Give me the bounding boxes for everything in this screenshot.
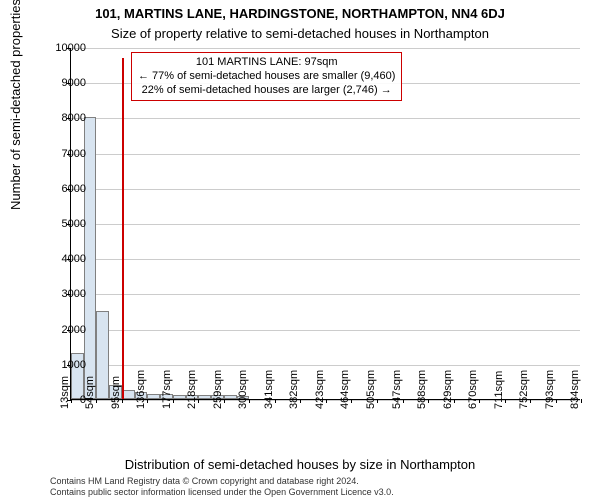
histogram-bar: [147, 394, 160, 399]
xtick-label: 300sqm: [237, 370, 249, 409]
histogram-bar: [224, 395, 237, 399]
gridline: [71, 259, 580, 260]
xtick-label: 177sqm: [161, 370, 173, 409]
ytick-label: 4000: [62, 253, 86, 265]
histogram-bar: [198, 395, 211, 399]
xtick-label: 834sqm: [569, 370, 581, 409]
histogram-bar: [96, 311, 109, 399]
ytick-label: 6000: [62, 183, 86, 195]
xtick-label: 711sqm: [493, 371, 505, 409]
xtick-label: 218sqm: [186, 370, 198, 409]
xtick-mark: [122, 399, 123, 403]
x-axis-label: Distribution of semi-detached houses by …: [0, 457, 600, 472]
gridline: [71, 189, 580, 190]
callout-line: 101 MARTINS LANE: 97sqm: [138, 56, 395, 70]
ytick-label: 7000: [62, 148, 86, 160]
callout-box: 101 MARTINS LANE: 97sqm← 77% of semi-det…: [131, 52, 402, 101]
gridline: [71, 330, 580, 331]
page-title: 101, MARTINS LANE, HARDINGSTONE, NORTHAM…: [0, 6, 600, 21]
xtick-label: 547sqm: [391, 370, 403, 409]
ytick-label: 0: [80, 394, 86, 406]
page-subtitle: Size of property relative to semi-detach…: [0, 26, 600, 41]
footer-line1: Contains HM Land Registry data © Crown c…: [50, 476, 359, 486]
xtick-mark: [71, 399, 72, 403]
xtick-label: 382sqm: [288, 370, 300, 409]
xtick-mark: [96, 399, 97, 403]
xtick-mark: [351, 399, 352, 403]
xtick-label: 629sqm: [442, 370, 454, 409]
xtick-label: 136sqm: [135, 370, 147, 409]
xtick-label: 752sqm: [518, 370, 530, 409]
gridline: [71, 118, 580, 119]
xtick-mark: [479, 399, 480, 403]
xtick-label: 95sqm: [110, 376, 122, 409]
ytick-label: 8000: [62, 112, 86, 124]
xtick-label: 793sqm: [544, 370, 556, 409]
xtick-label: 464sqm: [339, 370, 351, 409]
ytick-label: 5000: [62, 218, 86, 230]
xtick-mark: [147, 399, 148, 403]
xtick-mark: [198, 399, 199, 403]
xtick-mark: [300, 399, 301, 403]
footer-line2: Contains public sector information licen…: [50, 487, 394, 497]
gridline: [71, 48, 580, 49]
ytick-label: 3000: [62, 288, 86, 300]
plot-area: 13sqm54sqm95sqm136sqm177sqm218sqm259sqm3…: [70, 48, 580, 400]
ytick-label: 1000: [62, 359, 86, 371]
xtick-mark: [173, 399, 174, 403]
xtick-label: 670sqm: [467, 370, 479, 409]
gridline: [71, 154, 580, 155]
xtick-mark: [428, 399, 429, 403]
y-axis-label: Number of semi-detached properties: [8, 0, 23, 210]
xtick-mark: [581, 399, 582, 403]
xtick-label: 54sqm: [84, 376, 96, 409]
gridline: [71, 224, 580, 225]
ytick-label: 2000: [62, 324, 86, 336]
xtick-label: 423sqm: [314, 370, 326, 409]
xtick-label: 13sqm: [59, 376, 71, 409]
xtick-label: 259sqm: [212, 370, 224, 409]
callout-line: ← 77% of semi-detached houses are smalle…: [138, 70, 395, 84]
ytick-label: 9000: [62, 77, 86, 89]
callout-line: 22% of semi-detached houses are larger (…: [138, 84, 395, 98]
xtick-label: 341sqm: [263, 370, 275, 409]
histogram-bar: [173, 395, 186, 399]
footer-attribution: Contains HM Land Registry data © Crown c…: [50, 476, 590, 498]
gridline: [71, 294, 580, 295]
property-marker-line: [122, 58, 124, 399]
ytick-label: 10000: [55, 42, 86, 54]
xtick-label: 588sqm: [416, 370, 428, 409]
xtick-label: 505sqm: [365, 370, 377, 409]
chart-container: 101, MARTINS LANE, HARDINGSTONE, NORTHAM…: [0, 0, 600, 500]
gridline: [71, 365, 580, 366]
xtick-mark: [530, 399, 531, 403]
xtick-mark: [249, 399, 250, 403]
